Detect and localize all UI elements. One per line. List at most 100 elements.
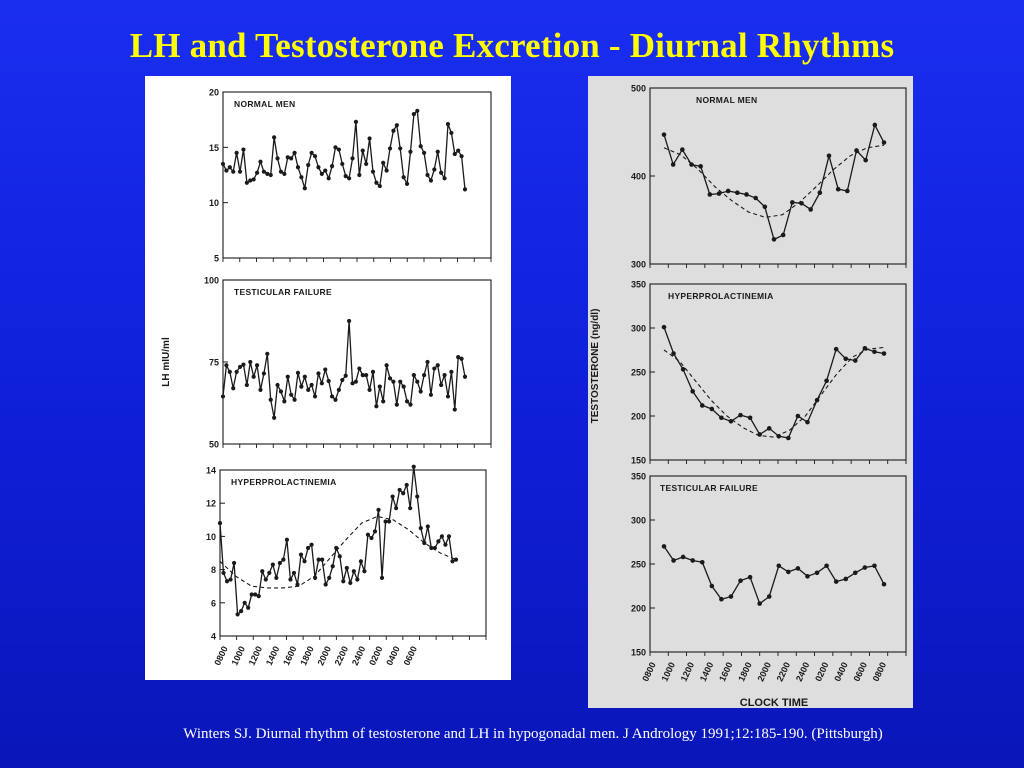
lh-hyperprolactinemia-xtick-label: 1400: [264, 645, 282, 667]
lh-normal-men-data-point: [370, 169, 376, 174]
lh-normal-men-data-point: [377, 183, 382, 189]
lh-hyperprolactinemia-xtick-label: 2400: [350, 645, 368, 667]
t-normal-men-data-point: [762, 204, 768, 210]
lh-testicular-failure-data-point: [381, 399, 386, 404]
t-testicular-failure-data-point: [776, 563, 782, 569]
lh-hyperprolactinemia-data-point: [443, 542, 448, 547]
lh-normal-men-data-point: [360, 148, 365, 153]
lh-hyperprolactinemia-data-point: [242, 600, 247, 605]
lh-normal-men-data-point: [275, 156, 280, 161]
lh-hyperprolactinemia-data-point: [253, 592, 258, 597]
t-normal-men-data-point: [780, 232, 786, 238]
lh-hyperprolactinemia-data-point: [263, 577, 268, 582]
lh-normal-men-data-point: [445, 121, 451, 127]
t-hyperprolactinemia-data-point: [709, 406, 715, 412]
t-hyperprolactinemia-ytick-label: 250: [631, 368, 646, 378]
lh-testicular-failure-data-point: [319, 381, 324, 386]
lh-hyperprolactinemia-data-point: [348, 580, 353, 585]
lh-hyperprolactinemia-xtick-label: 1800: [298, 645, 316, 667]
t-hyperprolactinemia-data-point: [719, 415, 724, 421]
lh-hyperprolactinemia-data-point: [362, 569, 367, 574]
t-hyperprolactinemia-ytick-label: 300: [631, 324, 646, 334]
t-normal-men-data-line: [663, 123, 885, 241]
lh-testicular-failure-data-point: [367, 387, 372, 392]
lh-testicular-failure-data-point: [292, 397, 297, 402]
t-hyperprolactinemia-data-point: [757, 432, 762, 437]
lh-hyperprolactinemia-data-point: [298, 552, 304, 557]
lh-normal-men-data-line: [222, 109, 466, 190]
lh-normal-men-data-point: [224, 168, 229, 173]
t-normal-men-data-point: [735, 190, 740, 196]
lh-normal-men-data-point: [374, 180, 379, 185]
t-normal-men-data-point: [725, 188, 731, 194]
t-testicular-failure-data-point: [853, 570, 858, 576]
lh-hyperprolactinemia-ytick-label: 4: [211, 632, 216, 642]
lh-testicular-failure-data-point: [241, 362, 246, 367]
lh-testicular-failure-data-point: [415, 379, 420, 384]
lh-hyperprolactinemia-data-point: [394, 506, 399, 511]
t-testicular-failure-xtick-label: 0800: [871, 661, 889, 683]
lh-hyperprolactinemia-plot-frame: [219, 469, 487, 637]
lh-testicular-failure-data-point: [374, 404, 379, 409]
testosterone-charts-svg: 300 400 500 NORMAL MEN 150 200 250 300 350 HYPERP…: [590, 84, 907, 708]
t-testicular-failure-data-point: [728, 594, 734, 599]
lh-testicular-failure-data-point: [309, 382, 314, 388]
lh-hyperprolactinemia-data-point: [415, 494, 420, 499]
lh-hyperprolactinemia-data-point: [408, 506, 413, 511]
lh-testicular-failure-ytick-label: 100: [204, 276, 219, 286]
lh-testicular-failure-data-point: [326, 378, 331, 384]
lh-testicular-failure-data-point: [394, 402, 399, 407]
lh-normal-men-data-point: [289, 156, 294, 161]
t-hyperprolactinemia-data-point: [671, 351, 676, 356]
lh-testicular-failure-data-point: [452, 407, 457, 412]
lh-hyperprolactinemia-data-point: [369, 535, 374, 541]
t-testicular-failure-data-point: [671, 558, 676, 563]
lh-normal-men-data-point: [258, 159, 263, 164]
t-testicular-failure-xtick-label: 2400: [794, 661, 812, 683]
t-hyperprolactinemia-data-point: [805, 419, 810, 425]
t-testicular-failure-xtick-label: 0800: [640, 661, 658, 683]
lh-normal-men-data-point: [449, 130, 454, 136]
lh-normal-men-data-point: [459, 154, 464, 159]
lh-hyperprolactinemia-data-point: [386, 519, 392, 524]
lh-testicular-failure-data-point: [306, 387, 311, 392]
slide-title: LH and Testosterone Excretion - Diurnal …: [129, 26, 895, 65]
lh-testicular-failure-data-point: [220, 394, 226, 399]
lh-normal-men-data-point: [299, 175, 304, 180]
lh-testicular-failure-data-point: [456, 354, 461, 360]
t-hyperprolactinemia-data-point: [747, 415, 753, 421]
lh-testicular-failure-data-point: [459, 356, 464, 361]
lh-hyperprolactinemia-data-point: [337, 554, 342, 559]
lh-normal-men-data-point: [316, 165, 321, 170]
t-testicular-failure-data-point: [699, 559, 705, 565]
lh-normal-men-data-point: [452, 151, 457, 157]
lh-normal-men-data-point: [220, 161, 226, 167]
lh-hyperprolactinemia-data-point: [390, 494, 395, 499]
t-normal-men-data-point: [771, 237, 777, 242]
lh-testicular-failure-data-point: [391, 379, 396, 384]
lh-figure-panel: 5 10 15 20 NORMAL MEN 50 75 100 TESTICULAR FAILU…: [145, 76, 511, 680]
lh-testicular-failure-data-point: [295, 370, 301, 375]
lh-testicular-failure-data-point: [254, 363, 260, 368]
lh-testicular-failure-data-point: [439, 382, 444, 388]
t-testicular-failure-data-point: [680, 554, 686, 560]
lh-hyperprolactinemia-data-point: [358, 559, 363, 564]
t-testicular-failure-xtick-label: 1400: [698, 661, 716, 683]
lh-testicular-failure-data-point: [248, 359, 253, 365]
lh-hyperprolactinemia-data-point: [302, 559, 307, 564]
lh-testicular-failure-data-point: [275, 382, 280, 388]
lh-testicular-failure-data-point: [449, 369, 454, 374]
lh-normal-men-data-point: [408, 149, 413, 154]
lh-normal-men-ytick-label: 20: [209, 88, 219, 98]
t-normal-men-data-point: [845, 188, 850, 194]
t-testicular-failure-data-point: [814, 570, 820, 576]
lh-hyperprolactinemia-data-point: [270, 562, 275, 567]
lh-testicular-failure-data-point: [411, 373, 416, 378]
lh-normal-men-data-point: [384, 168, 389, 173]
lh-normal-men-data-point: [227, 165, 232, 170]
lh-hyperprolactinemia-data-point: [411, 464, 416, 469]
t-hyperprolactinemia-ytick-label: 350: [631, 280, 646, 290]
t-normal-men-data-point: [680, 147, 685, 152]
t-normal-men-data-point: [872, 122, 878, 128]
t-testicular-failure-data-point: [795, 566, 801, 571]
